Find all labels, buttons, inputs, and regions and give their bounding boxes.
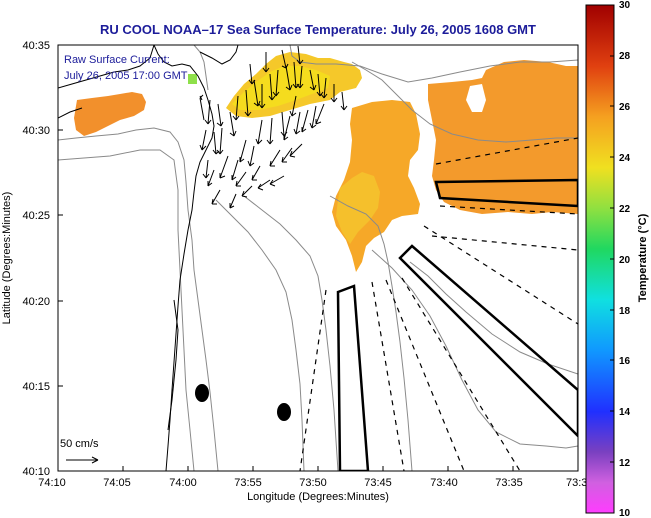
x-tick-label: 73:35 (495, 477, 523, 489)
colorbar-tick: 18 (619, 306, 631, 317)
y-axis-label: Latitude (Degrees:Minutes) (1, 192, 13, 325)
y-tick-label: 40:20 (22, 296, 50, 308)
x-axis-label: Longitude (Degrees:Minutes) (247, 491, 389, 503)
sst-small-green-pixel (188, 74, 197, 84)
colorbar-tick: 22 (619, 204, 631, 215)
y-tick-label: 40:25 (22, 210, 50, 222)
colorbar-tick: 30 (619, 0, 631, 11)
colorbar-label: Temperature (°C) (637, 213, 649, 302)
x-tick-labels: 74:10 74:05 74:00 73:55 73:50 73:45 73:4… (38, 477, 587, 489)
x-tick-label: 73:55 (234, 477, 262, 489)
plot-area: 50 cm/s Raw Surface Current: July 26, 20… (58, 45, 578, 471)
x-tick-label: 74:10 (38, 477, 66, 489)
colorbar-tick: 16 (619, 356, 631, 367)
colorbar-tick: 24 (619, 153, 631, 164)
x-tick-label: 73:50 (299, 477, 327, 489)
current-vectors (199, 45, 348, 209)
sst-eastern-notch (466, 84, 486, 112)
y-tick-labels: 40:35 40:30 40:25 40:20 40:15 40:10 (22, 40, 50, 478)
colorbar-tick: 26 (619, 102, 631, 113)
colorbar: 30 28 26 24 22 20 18 16 14 12 10 Tempera… (585, 0, 649, 518)
y-tick-label: 40:10 (22, 466, 50, 478)
survey-boxes (336, 178, 578, 471)
bathymetry-contours (58, 45, 578, 471)
colorbar-tick: 28 (619, 51, 631, 62)
x-tick-label: 74:05 (103, 477, 131, 489)
colorbar-tick: 12 (619, 458, 631, 469)
overlay-date-label: July 26, 2005 17:00 GMT (64, 70, 188, 82)
x-tick-label: 74:00 (169, 477, 197, 489)
sst-central-core (336, 172, 380, 244)
scale-arrow (66, 456, 99, 464)
y-tick-label: 40:15 (22, 381, 50, 393)
colorbar-tick: 14 (619, 407, 631, 418)
y-tick-label: 40:35 (22, 40, 50, 52)
x-tick-label: 73:3 (566, 477, 587, 489)
axis-tick-marks (57, 44, 579, 472)
colorbar-tick: 10 (619, 508, 631, 518)
sst-western-patch (74, 92, 146, 136)
sst-eastern-area (428, 60, 578, 214)
coastline (58, 45, 239, 471)
mooring-marker-2 (277, 403, 291, 421)
chart-title: RU COOL NOAA–17 Sea Surface Temperature:… (100, 22, 536, 37)
colorbar-gradient (585, 4, 615, 514)
mooring-marker-1 (195, 384, 209, 402)
overlay-current-label: Raw Surface Current: (64, 54, 170, 66)
scale-label: 50 cm/s (60, 438, 99, 450)
y-tick-label: 40:30 (22, 125, 50, 137)
x-tick-label: 73:45 (364, 477, 392, 489)
x-tick-label: 73:40 (430, 477, 458, 489)
radar-dashed-lines (299, 137, 578, 471)
colorbar-tick: 20 (619, 255, 631, 266)
